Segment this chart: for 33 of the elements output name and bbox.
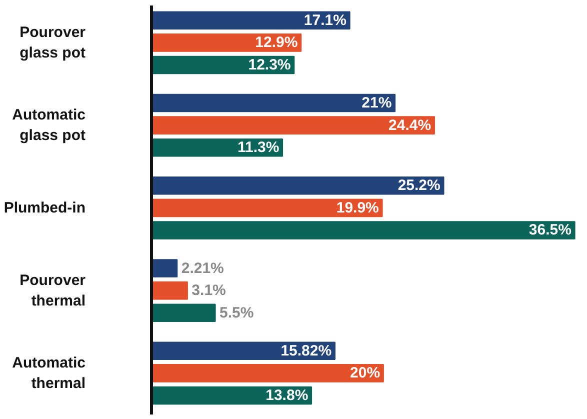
data-label: 12.3% (248, 56, 291, 74)
bar (152, 116, 435, 134)
y-tick-label: Automatic glass pot (12, 106, 86, 144)
data-label: 21% (362, 94, 392, 112)
bar (152, 259, 178, 278)
data-label: 11.3% (237, 139, 280, 156)
data-label: 36.5% (528, 222, 572, 239)
bar (152, 342, 336, 360)
y-tick-label: Pourover glass pot (20, 24, 86, 62)
bar (152, 138, 284, 157)
bar (152, 94, 396, 112)
bar (152, 176, 444, 195)
data-label: 13.8% (266, 386, 308, 404)
bar (152, 11, 350, 30)
y-tick-label: Plumbed-in (4, 199, 86, 216)
data-label: 25.2% (398, 177, 440, 194)
bar (152, 364, 384, 382)
data-label: 3.1% (192, 282, 226, 300)
y-tick-label: Automatic thermal (12, 354, 86, 392)
data-label: 19.9% (336, 199, 379, 216)
bar (152, 34, 302, 52)
bar (152, 221, 576, 240)
data-label: 24.4% (388, 116, 432, 134)
data-label: 17.1% (304, 12, 346, 29)
data-label: 15.82% (280, 342, 332, 360)
bar (152, 198, 383, 218)
y-tick-label: Pourover thermal (20, 272, 86, 310)
bar (152, 304, 216, 322)
data-label: 5.5% (220, 304, 254, 322)
data-label: 2.21% (181, 260, 224, 277)
bar (152, 281, 188, 300)
data-label: 12.9% (255, 34, 298, 52)
data-label: 20% (350, 364, 380, 382)
